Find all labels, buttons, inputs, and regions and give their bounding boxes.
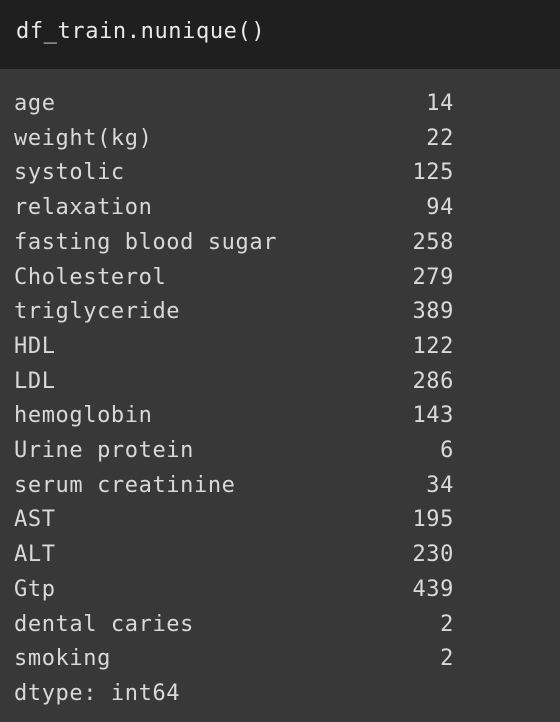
output-row: systolic 125 — [14, 156, 454, 190]
output-row: triglyceride 389 — [14, 295, 454, 329]
output-dtype: dtype: int64 — [14, 677, 454, 711]
output-row-value: 389 — [412, 299, 454, 325]
output-row: dental caries 2 — [14, 608, 454, 642]
code-input-text[interactable]: df_train.nunique() — [16, 19, 266, 44]
output-row-value: 195 — [412, 507, 454, 533]
output-row-label: hemoglobin — [14, 403, 153, 429]
output-row: Cholesterol 279 — [14, 261, 454, 295]
code-input-area[interactable]: df_train.nunique() — [0, 0, 560, 69]
output-row: serum creatinine 34 — [14, 469, 454, 503]
output-row-value: 230 — [412, 542, 454, 568]
output-row-value: 143 — [412, 403, 454, 429]
output-row-label: LDL — [14, 368, 56, 394]
output-row-label: Cholesterol — [14, 264, 167, 290]
output-row-label: Urine protein — [14, 438, 194, 463]
output-row: fasting blood sugar 258 — [14, 226, 454, 260]
output-row-value: 125 — [412, 160, 454, 186]
output-row-value: 279 — [412, 264, 454, 290]
output-row-label: relaxation — [14, 195, 153, 221]
output-row: relaxation 94 — [14, 191, 454, 225]
output-row-value: 439 — [412, 576, 454, 602]
output-row: hemoglobin 143 — [14, 399, 454, 433]
output-row: HDL 122 — [14, 330, 454, 364]
output-row: Urine protein 6 — [14, 434, 454, 468]
output-row: ALT 230 — [14, 538, 454, 572]
output-row-value: 14 — [426, 91, 454, 116]
output-row: smoking 2 — [14, 642, 454, 676]
cell-output: age 14 weight(kg) 22 systolic 125 relaxa… — [0, 69, 560, 722]
output-row-value: 2 — [440, 611, 454, 637]
output-row: Gtp 439 — [14, 573, 454, 607]
output-row-label: AST — [14, 507, 56, 533]
output-row-label: ALT — [14, 542, 56, 568]
output-row-label: triglyceride — [14, 299, 181, 325]
output-row: weight(kg) 22 — [14, 122, 454, 156]
output-dtype-text: dtype: int64 — [14, 680, 181, 706]
output-row-value: 6 — [440, 438, 454, 463]
output-row-value: 122 — [412, 333, 454, 359]
output-row-label: systolic — [14, 160, 125, 186]
output-row-value: 94 — [426, 195, 454, 221]
output-row-label: Gtp — [14, 576, 56, 602]
output-row-value: 258 — [412, 229, 454, 255]
output-row-label: smoking — [14, 646, 111, 672]
output-row-value: 2 — [440, 646, 454, 672]
output-row-label: age — [14, 91, 56, 116]
output-row-value: 34 — [426, 472, 454, 498]
output-row-label: dental caries — [14, 611, 194, 637]
output-row: age 14 — [14, 87, 454, 121]
output-row: LDL 286 — [14, 365, 454, 399]
output-row-value: 286 — [412, 368, 454, 394]
output-row-label: weight(kg) — [14, 125, 153, 151]
output-row-value: 22 — [426, 125, 454, 151]
output-row-label: HDL — [14, 333, 56, 359]
output-row-label: serum creatinine — [14, 472, 236, 498]
output-row: AST 195 — [14, 503, 454, 537]
output-row-label: fasting blood sugar — [14, 229, 278, 255]
